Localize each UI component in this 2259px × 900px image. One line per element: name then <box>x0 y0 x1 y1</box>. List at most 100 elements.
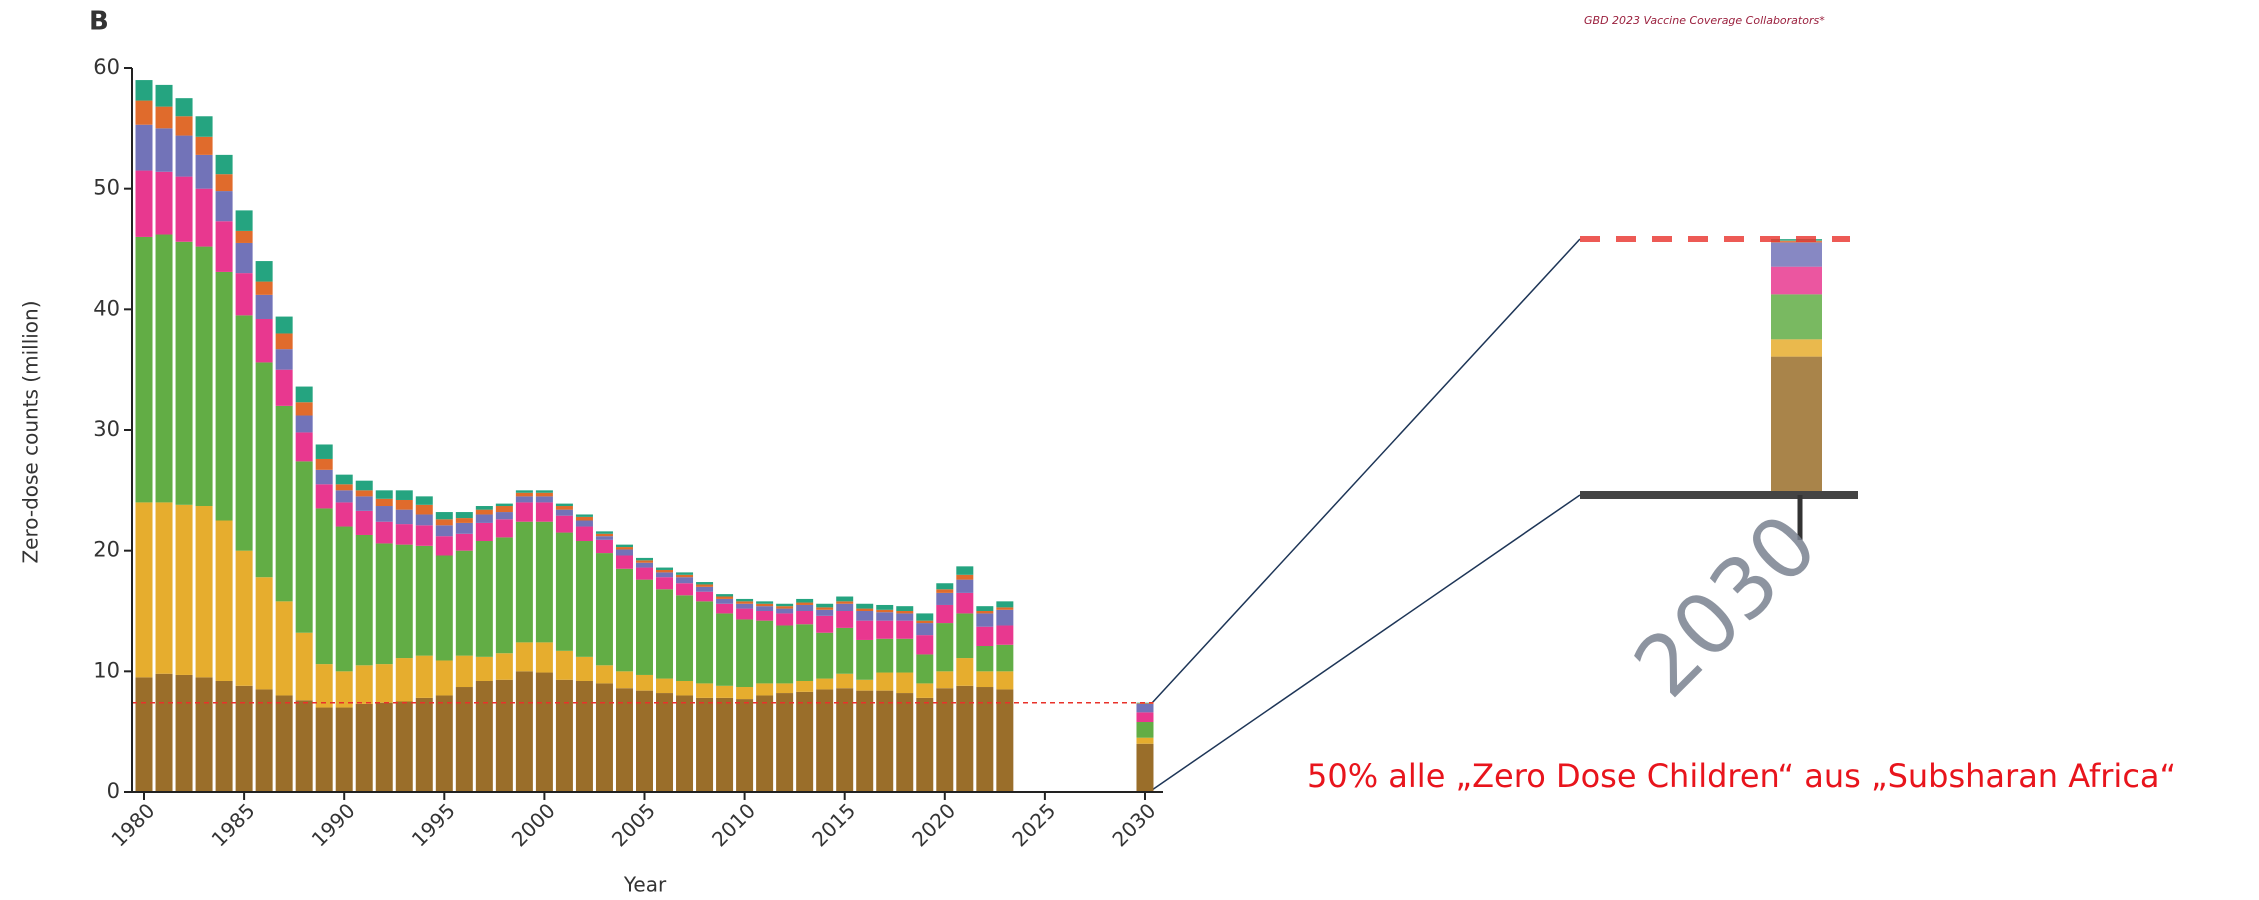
y-tick-label: 30 <box>93 417 120 441</box>
bar-segment <box>615 547 633 550</box>
bar-segment <box>255 281 273 295</box>
bar-segment <box>515 521 533 643</box>
bar-segment <box>916 654 934 684</box>
bar-segment <box>315 469 333 485</box>
bar-segment <box>1136 743 1154 792</box>
bar-segment <box>375 702 393 792</box>
bar-segment <box>936 583 954 590</box>
bar-segment <box>976 626 994 646</box>
bar-segment <box>676 695 694 792</box>
header: GBD 2023 Vaccine Coverage Collaborators* <box>1584 14 1825 27</box>
bar-segment <box>595 531 613 534</box>
bar-segment <box>335 526 353 672</box>
bar-segment <box>355 480 373 491</box>
bar-segment <box>896 611 914 614</box>
bar-segment <box>1136 737 1154 744</box>
bar-segment <box>595 539 613 554</box>
bar-segment <box>195 246 213 507</box>
bar-segment <box>615 544 633 548</box>
bar-segment <box>676 574 694 578</box>
bar-segment <box>856 620 874 640</box>
bar-segment <box>275 695 293 792</box>
zoom-connector <box>1151 238 1581 704</box>
bar-segment <box>916 683 934 698</box>
bar-segment <box>615 555 633 569</box>
bar-segment <box>515 496 533 503</box>
bar-segment <box>135 100 153 125</box>
bar-segment <box>215 520 233 681</box>
bar-segment <box>235 230 253 243</box>
bar-segment <box>696 591 714 602</box>
bar-segment <box>896 672 914 694</box>
bar-segment <box>515 502 533 522</box>
inset-bar-segment <box>1771 339 1822 357</box>
bar-segment <box>555 650 573 680</box>
bar-segment <box>535 492 553 497</box>
bar-segment <box>856 608 874 611</box>
bar-segment <box>676 583 694 596</box>
bar-segment <box>816 678 834 690</box>
bar-segment <box>816 615 834 633</box>
bar-segment <box>415 514 433 526</box>
bar-segment <box>916 620 934 624</box>
bar-segment <box>676 595 694 681</box>
bar-segment <box>956 685 974 792</box>
bar-segment <box>876 612 894 621</box>
bar-segment <box>676 680 694 696</box>
bar-segment <box>756 695 774 792</box>
bar-segment <box>295 700 313 792</box>
bar-segment <box>175 116 193 136</box>
bar-segment <box>375 664 393 703</box>
bar-segment <box>1136 703 1154 713</box>
bar-segment <box>736 601 754 604</box>
bar-segment <box>335 671 353 708</box>
inset-bar-segment <box>1771 356 1822 495</box>
bar-segment <box>956 592 974 614</box>
bar-segment <box>896 606 914 611</box>
bar-segment <box>575 514 593 517</box>
bar-segment <box>816 603 834 608</box>
bar-segment <box>756 603 774 607</box>
inset-bar-segment <box>1771 242 1822 267</box>
bar-segment <box>255 318 273 363</box>
bar-segment <box>696 601 714 684</box>
bar-segment <box>355 490 373 497</box>
bar-segment <box>415 504 433 515</box>
bar-segment <box>215 221 233 272</box>
bar-segment <box>415 496 433 505</box>
bar-segment <box>656 567 674 570</box>
bar-segment <box>355 510 373 535</box>
bar-segment <box>635 567 653 580</box>
bar-segment <box>135 170 153 237</box>
y-tick-label: 40 <box>93 296 120 320</box>
bar-segment <box>996 607 1014 610</box>
bar-segment <box>876 638 894 673</box>
bar-segment <box>415 697 433 792</box>
bar-segment <box>1136 712 1154 723</box>
bar-segment <box>415 525 433 546</box>
bar-segment <box>355 665 373 704</box>
bar-segment <box>155 502 173 674</box>
bar-segment <box>235 210 253 231</box>
bar-segment <box>355 496 373 511</box>
y-axis-label: Zero-dose counts (million) <box>19 300 43 563</box>
bar-segment <box>736 687 754 700</box>
bar-segment <box>455 512 473 519</box>
bar-segment <box>335 502 353 527</box>
bar-segment <box>976 671 994 688</box>
bar-segment <box>896 693 914 792</box>
bar-segment <box>856 690 874 792</box>
bar-segment <box>435 536 453 556</box>
bar-segment <box>315 444 333 459</box>
bar-segment <box>656 589 674 679</box>
bar-segment <box>195 188 213 247</box>
bar-segment <box>175 135 193 177</box>
bar-segment <box>195 154 213 189</box>
bar-segment <box>195 506 213 678</box>
bar-segment <box>295 461 313 633</box>
x-tick-label: 2005 <box>607 798 660 851</box>
bar-segment <box>235 273 253 316</box>
bar-segment <box>635 674 653 691</box>
bar-segment <box>796 611 814 625</box>
